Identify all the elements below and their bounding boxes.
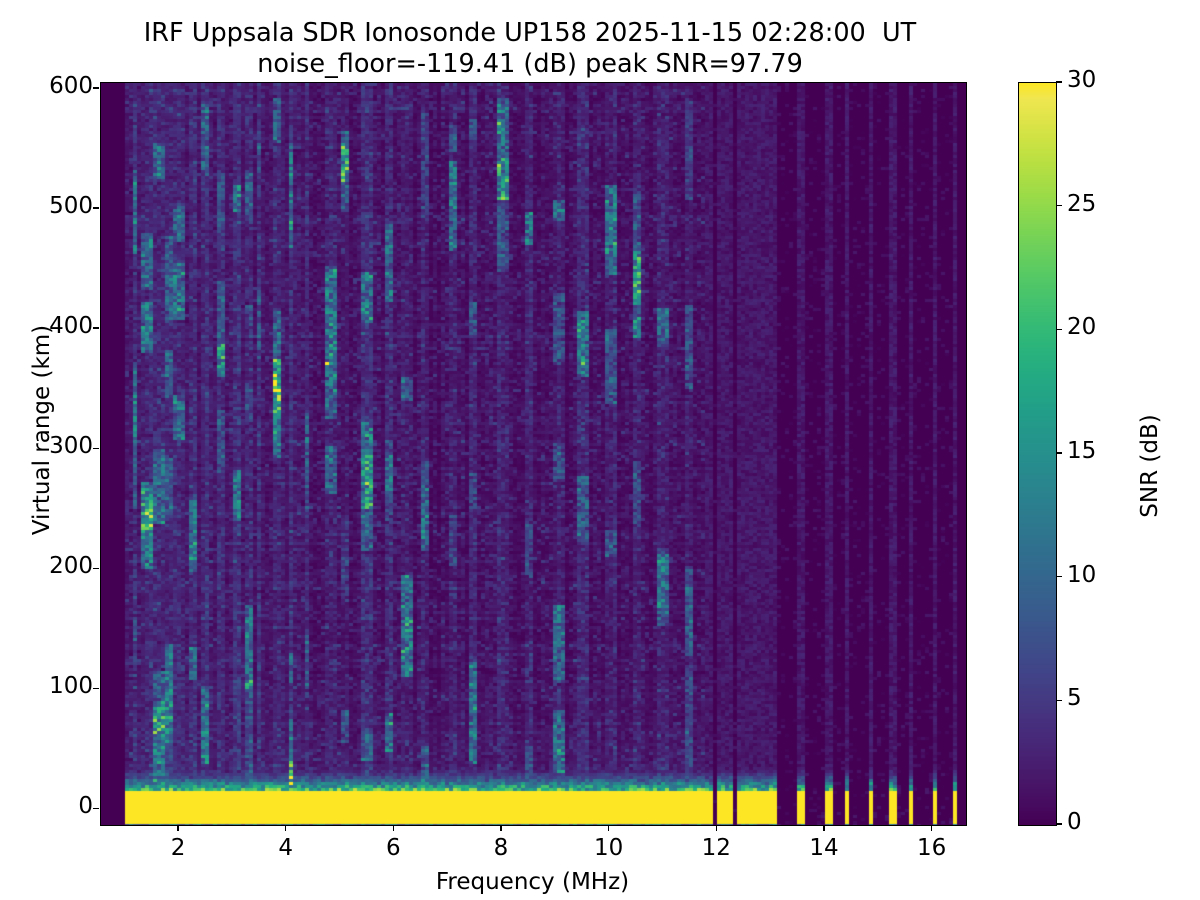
x-tick-mark [608,825,610,831]
colorbar-tick-mark [1056,699,1062,701]
colorbar-tick-mark [1056,328,1062,330]
colorbar-tick-mark [1056,823,1062,825]
colorbar-tick-label: 15 [1067,438,1097,464]
y-tick-mark [93,207,99,209]
y-tick-mark [93,447,99,449]
x-tick-mark [285,825,287,831]
x-tick-label: 8 [493,835,509,861]
x-tick-mark [823,825,825,831]
y-tick-label: 600 [49,73,93,99]
y-tick-label: 300 [49,433,93,460]
y-tick-label: 400 [49,313,93,340]
x-tick-label: 16 [916,835,947,861]
colorbar [1018,82,1057,826]
y-axis-label: Virtual range (km) [29,324,55,536]
title-line-1: IRF Uppsala SDR Ionosonde UP158 2025-11-… [143,18,917,48]
colorbar-tick-mark [1056,205,1062,207]
colorbar-tick-label: 30 [1067,67,1097,93]
x-tick-label: 12 [701,835,731,861]
figure-title: IRF Uppsala SDR Ionosonde UP158 2025-11-… [0,18,1060,80]
x-tick-mark [177,825,179,831]
colorbar-tick-label: 0 [1067,809,1082,835]
x-tick-label: 4 [278,835,294,861]
plot-area [100,82,967,826]
x-tick-label: 2 [170,835,186,861]
x-tick-label: 14 [809,835,839,861]
colorbar-tick-label: 10 [1067,561,1097,588]
x-tick-mark [715,825,717,831]
x-tick-label: 10 [594,835,624,861]
y-tick-mark [93,687,99,689]
x-tick-mark [392,825,394,831]
title-line-2: noise_floor=-119.41 (dB) peak SNR=97.79 [257,49,803,80]
x-tick-mark [500,825,502,831]
colorbar-tick-mark [1056,576,1062,578]
colorbar-tick-label: 5 [1067,685,1082,712]
y-tick-mark [93,87,99,89]
y-tick-mark [93,567,99,569]
y-tick-label: 0 [78,793,93,820]
y-tick-mark [93,327,99,329]
colorbar-gradient [1019,83,1056,825]
x-tick-label: 6 [386,835,401,861]
y-tick-label: 200 [49,553,93,580]
colorbar-tick-mark [1056,452,1062,454]
y-tick-label: 100 [49,673,93,700]
y-tick-label: 500 [49,193,93,220]
colorbar-tick-mark [1056,81,1062,83]
colorbar-tick-label: 25 [1067,190,1097,217]
x-axis-label: Frequency (MHz) [435,869,630,895]
colorbar-label: SNR (dB) [1137,414,1163,518]
x-tick-mark [930,825,933,831]
y-tick-mark [93,807,99,810]
ionogram-heatmap [101,83,966,825]
colorbar-tick-label: 20 [1067,314,1097,341]
